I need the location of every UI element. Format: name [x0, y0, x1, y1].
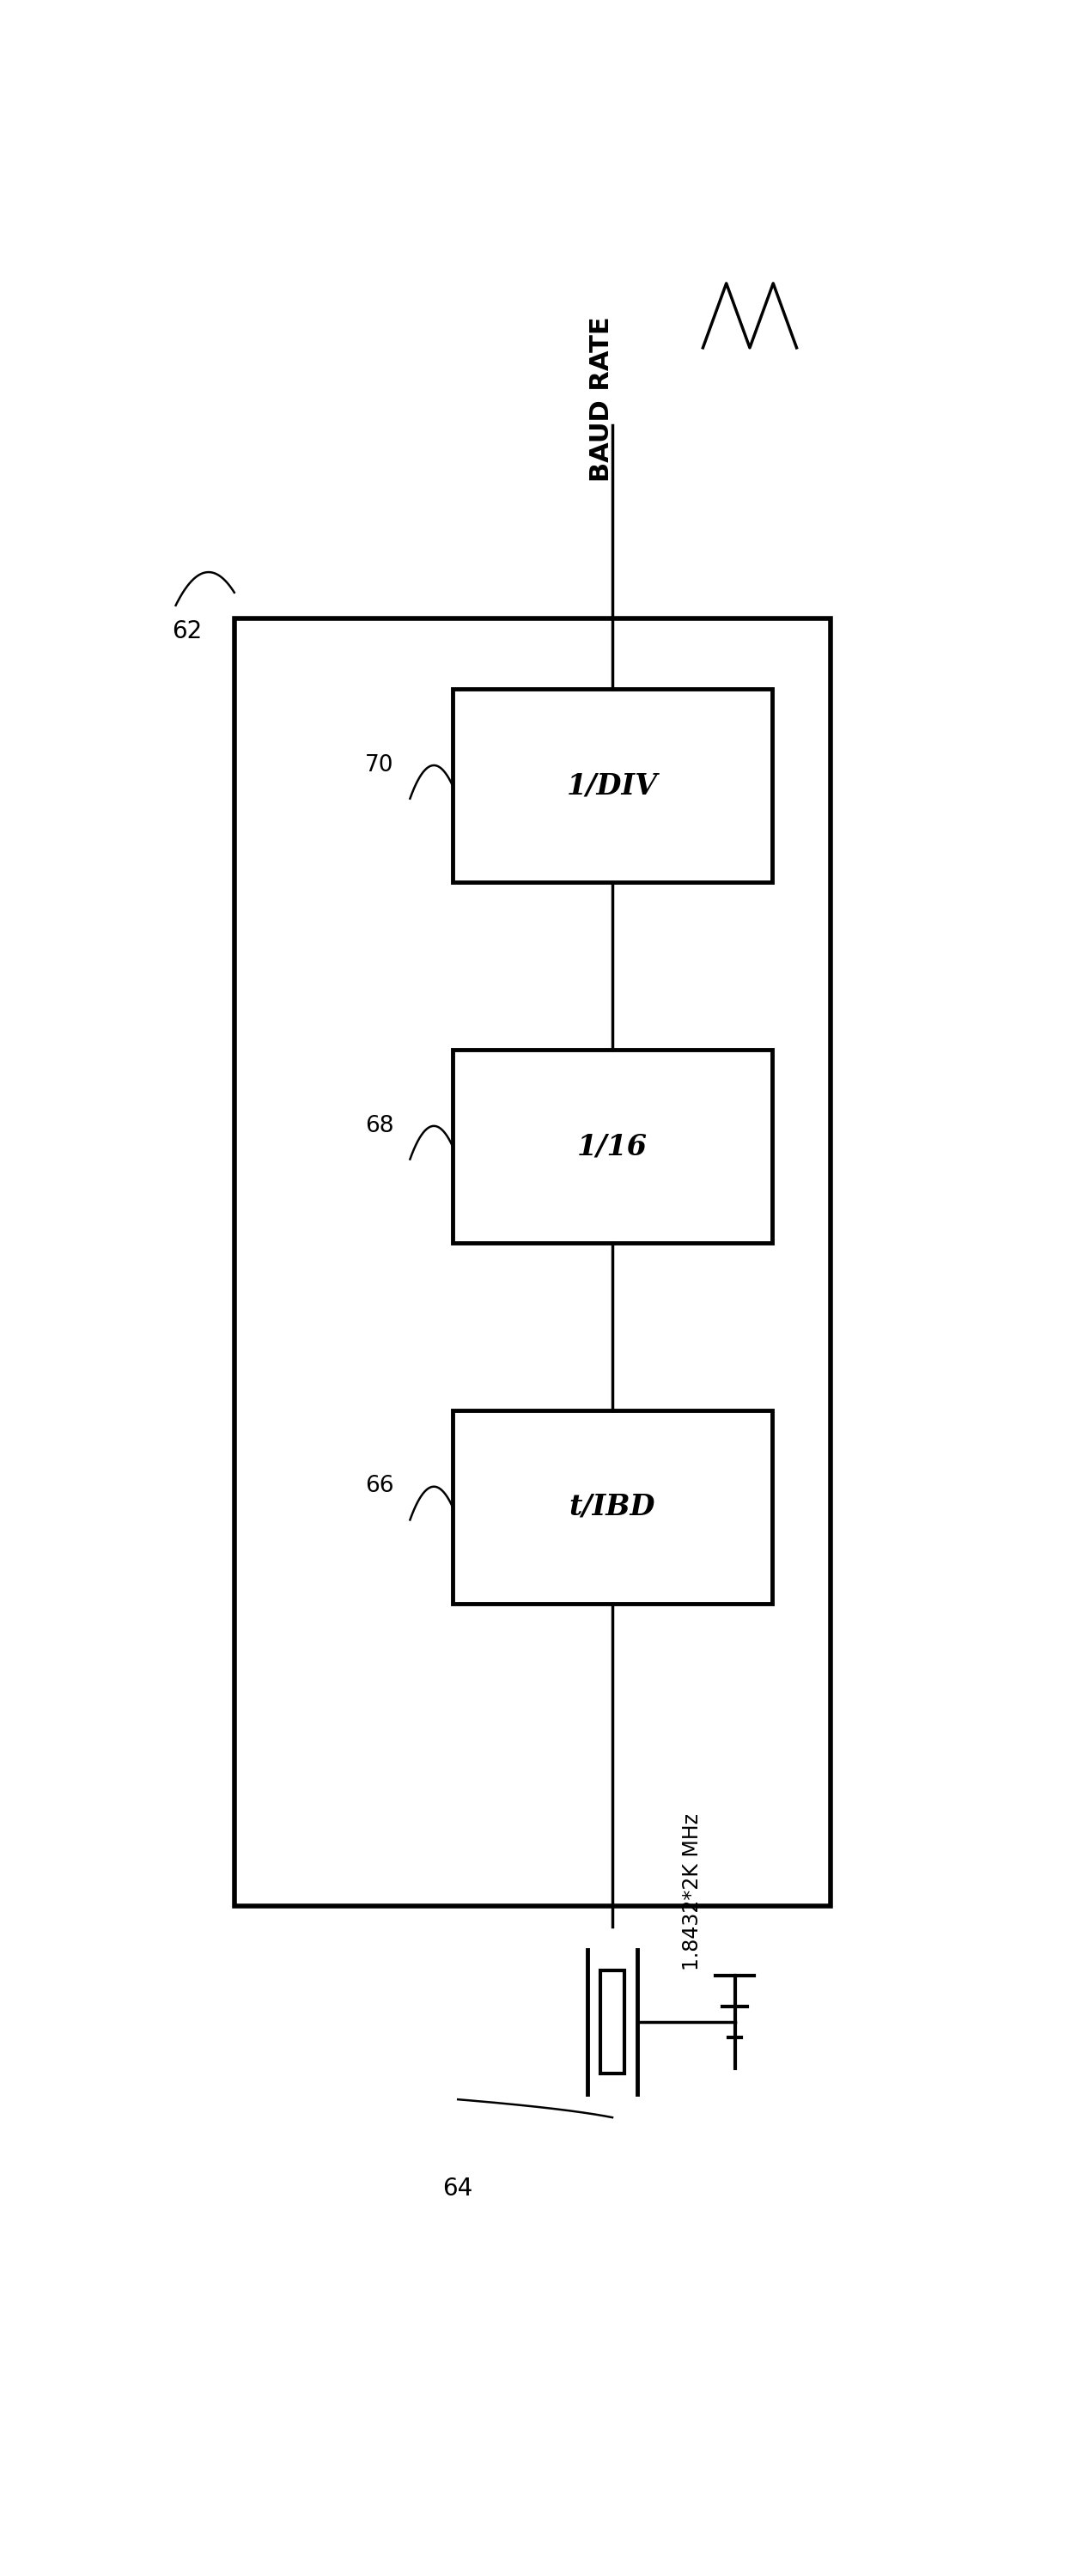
Bar: [234, 618, 831, 1906]
Text: 66: 66: [365, 1476, 394, 1497]
Text: 1/16: 1/16: [577, 1131, 648, 1162]
Bar: [453, 1412, 772, 1602]
Text: t/IBD: t/IBD: [569, 1492, 656, 1522]
Bar: [453, 690, 772, 881]
Text: BAUD RATE: BAUD RATE: [589, 317, 615, 482]
Text: 68: 68: [365, 1115, 394, 1136]
Text: 62: 62: [173, 618, 202, 644]
Text: 1.8432*2K MHz: 1.8432*2K MHz: [682, 1814, 703, 1971]
Text: 64: 64: [443, 2177, 473, 2200]
Bar: [453, 1051, 772, 1242]
Text: 70: 70: [365, 755, 394, 775]
Bar: [601, 1971, 624, 2074]
Text: 1/DIV: 1/DIV: [567, 770, 658, 801]
